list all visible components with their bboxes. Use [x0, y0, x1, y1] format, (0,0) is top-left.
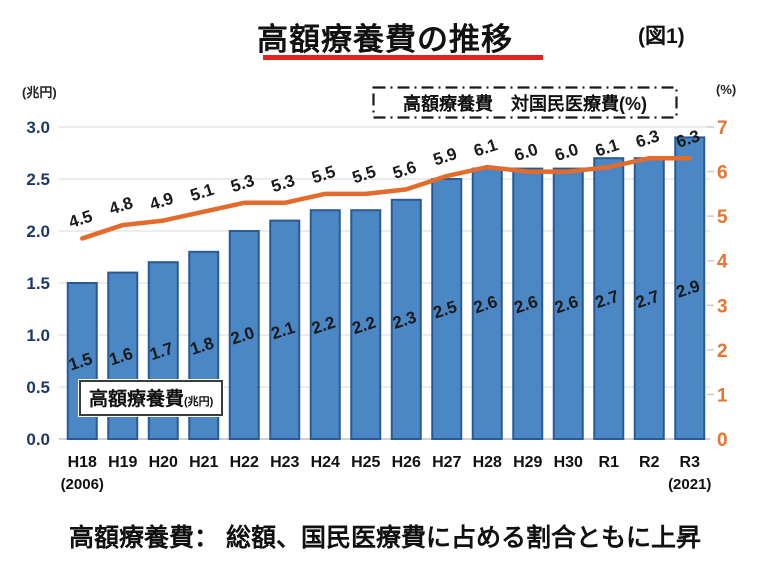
line-value-label: 6.3 [633, 126, 661, 151]
legend-box: 高額療養費 対国民医療費(%) [372, 86, 678, 119]
page-title: 高額療養費の推移 [257, 22, 513, 57]
line-value-label: 6.0 [552, 140, 580, 165]
bar-r1 [593, 157, 625, 440]
line-value-label: 5.9 [431, 144, 459, 169]
x-tick-label-h25: H25 [351, 454, 380, 471]
x-tick-label-h26: H26 [392, 454, 421, 471]
left-axis-unit-label: (兆円) [22, 85, 57, 100]
line-value-label: 5.5 [309, 162, 337, 187]
x-tick-label-h23: H23 [270, 454, 299, 471]
left-axis-tick-label: 1.0 [26, 326, 50, 345]
bar-series-label: 高額療養費 [89, 389, 185, 410]
line-value-label: 5.1 [188, 180, 216, 205]
left-axis-tick-label: 0.5 [26, 378, 50, 397]
x-tick-label-r2: R2 [639, 454, 660, 471]
line-value-label: 4.5 [66, 207, 94, 232]
right-axis-tick-label: 3 [717, 296, 728, 317]
left-axis-tick-label: 1.5 [26, 274, 50, 293]
line-value-label: 4.8 [107, 193, 135, 218]
bottom-caption: 高額療養費： 総額、国民医療費に占める割合ともに上昇 [69, 524, 701, 552]
right-axis-tick-label: 7 [717, 118, 728, 139]
legend-line-series-label: 高額療養費 対国民医療費(%) [403, 93, 647, 114]
line-value-label: 6.1 [593, 135, 621, 160]
bar-h27 [431, 178, 463, 440]
bar-series-unit-label: (兆円) [184, 396, 214, 408]
left-axis-tick-label: 0.0 [26, 430, 50, 449]
percent-line [80, 155, 692, 241]
bar-r2 [633, 157, 665, 440]
x-tick-label-h30: H30 [554, 454, 583, 471]
x-tick-label-h29: H29 [513, 454, 542, 471]
bar-h28 [471, 167, 503, 440]
x-tick-label-h28: H28 [473, 454, 502, 471]
last-year-note: (2021) [668, 476, 711, 493]
bar-h29 [512, 167, 544, 440]
x-tick-label-h19: H19 [108, 454, 137, 471]
line-value-label: 4.9 [147, 189, 175, 214]
x-tick-label-h27: H27 [432, 454, 461, 471]
x-tick-label-h24: H24 [311, 454, 340, 471]
right-axis-tick-label: 4 [717, 252, 728, 273]
right-axis-tick-label: 1 [717, 385, 728, 406]
legend-dash-dot-border [372, 86, 678, 119]
bar-h26 [390, 198, 422, 440]
bar-h24 [309, 209, 341, 440]
bar-h30 [552, 167, 584, 440]
line-value-label: 5.3 [228, 171, 256, 196]
right-axis-tick-label: 6 [717, 163, 728, 184]
figure-number-label: (図1) [638, 25, 685, 48]
line-value-label: 6.1 [471, 135, 499, 160]
left-axis-tick-label: 2.5 [26, 170, 50, 189]
first-year-note: (2006) [61, 476, 104, 493]
line-value-label: 6.0 [512, 140, 540, 165]
line-value-label: 5.5 [350, 162, 378, 187]
left-axis-tick-label: 2.0 [26, 222, 50, 241]
title-underline [263, 55, 543, 60]
x-tick-label-h22: H22 [230, 454, 259, 471]
left-axis-tick-label: 3.0 [26, 118, 50, 137]
x-tick-label-h18: H18 [68, 454, 97, 471]
x-tick-label-h20: H20 [149, 454, 178, 471]
right-axis-tick-label: 2 [717, 341, 728, 362]
bar-h23 [269, 219, 301, 440]
x-tick-label-r3: R3 [680, 454, 701, 471]
right-axis-unit-label: (%) [716, 82, 737, 97]
right-axis-tick-label: 0 [717, 430, 728, 451]
x-tick-label-r1: R1 [599, 454, 620, 471]
bar-series-label-box: 高額療養費 (兆円) [79, 380, 224, 416]
bar-h25 [350, 209, 382, 440]
right-axis-tick-label: 5 [717, 207, 728, 228]
line-value-label: 5.3 [269, 171, 297, 196]
bar-r3 [674, 136, 706, 440]
x-tick-label-h21: H21 [189, 454, 218, 471]
bar-h22 [228, 230, 260, 440]
